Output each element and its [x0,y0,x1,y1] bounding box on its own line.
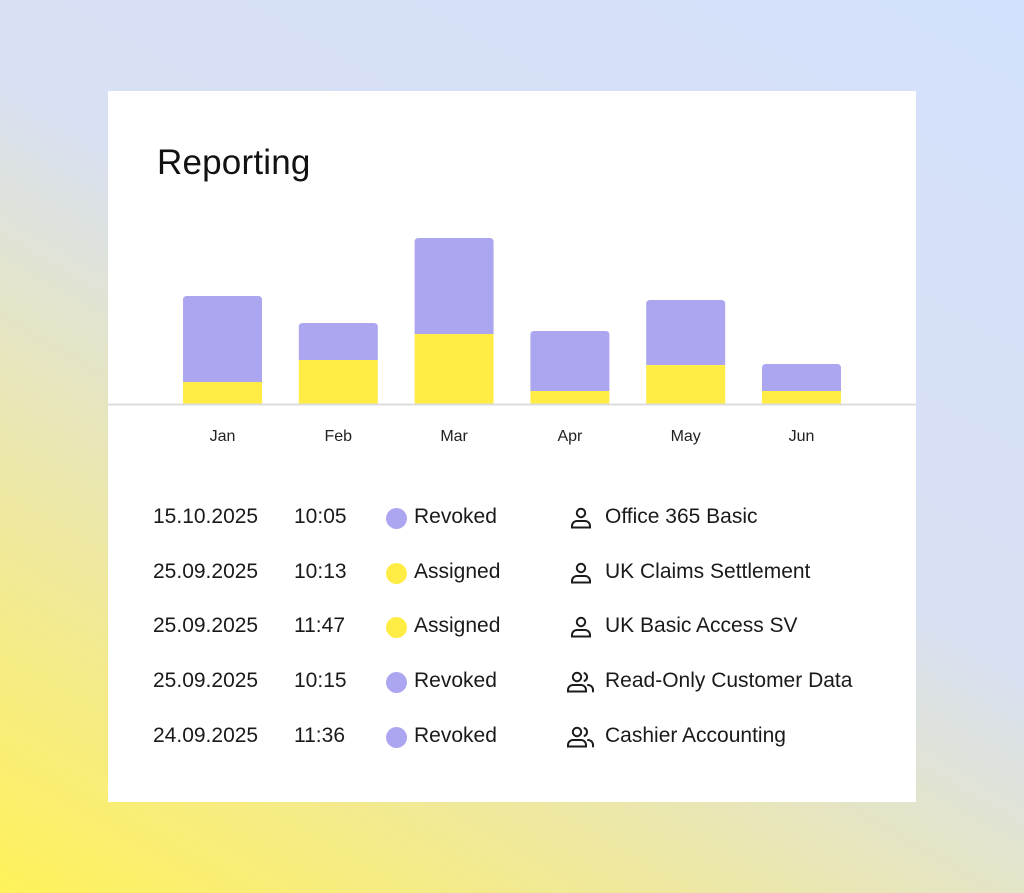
row-date: 25.09.2025 [153,669,259,693]
row-role-name: UK Basic Access SV [605,614,798,638]
page-title: Reporting [157,143,311,182]
bar-assigned-jan [183,382,262,404]
row-role-name: Office 365 Basic [605,505,758,528]
users-icon [566,670,596,694]
bar-assigned-may [646,365,726,404]
status-dot [386,562,407,584]
row-status: Revoked [414,669,497,693]
row-time: 11:36 [294,723,345,747]
reporting-card: Reporting Jan Feb Mar Apr May Jun 15.10.2025 1… [108,91,916,802]
row-date: 15.10.2025 [153,505,259,528]
stacked-bar-chart: Jan Feb Mar Apr May Jun [108,238,916,445]
list-item[interactable]: 15.10.2025 10:05 Revoked Office 365 Basic [108,503,916,533]
x-tick-label-jan: Jan [210,428,236,445]
user-icon [566,561,596,585]
row-status: Assigned [414,614,501,638]
bar-revoked-mar [414,238,494,334]
list-item[interactable]: 25.09.2025 10:15 Revoked Read-Only Customer… [108,667,916,697]
status-dot [386,726,407,748]
user-icon [566,506,596,530]
x-tick-label-feb: Feb [325,428,353,445]
user-icon [566,615,596,639]
list-item[interactable]: 25.09.2025 10:13 Assigned UK Claims Settlem… [108,558,916,588]
status-dot [386,617,407,639]
row-role-name: Read-Only Customer Data [605,669,853,693]
bar-revoked-jun [762,364,841,391]
x-tick-label-mar: Mar [440,428,468,445]
status-dot [386,672,407,694]
row-date: 25.09.2025 [153,559,259,583]
bar-revoked-feb [298,323,378,360]
row-time: 11:47 [294,614,345,638]
bar-assigned-mar [414,334,494,404]
bar-revoked-apr [530,331,610,391]
x-tick-label-may: May [671,428,701,445]
row-date: 24.09.2025 [153,723,259,747]
row-date: 25.09.2025 [153,614,259,638]
bar-revoked-jan [183,296,262,382]
row-status: Revoked [414,723,497,747]
bar-assigned-feb [298,360,378,404]
list-item[interactable]: 24.09.2025 11:36 Revoked Cashier Accounting [108,722,916,752]
row-time: 10:05 [294,505,347,528]
users-icon [566,725,596,749]
row-time: 10:13 [294,559,347,583]
x-tick-label-apr: Apr [557,428,583,445]
bar-assigned-jun [762,391,841,404]
status-dot [386,508,407,529]
row-status: Revoked [414,505,497,528]
row-role-name: UK Claims Settlement [605,559,811,583]
x-tick-label-jun: Jun [789,428,815,445]
bar-revoked-may [646,300,726,365]
bar-assigned-apr [530,391,610,404]
row-time: 10:15 [294,669,347,693]
list-item[interactable]: 25.09.2025 11:47 Assigned UK Basic Access S… [108,612,916,642]
row-role-name: Cashier Accounting [605,723,786,747]
row-status: Assigned [414,559,501,583]
